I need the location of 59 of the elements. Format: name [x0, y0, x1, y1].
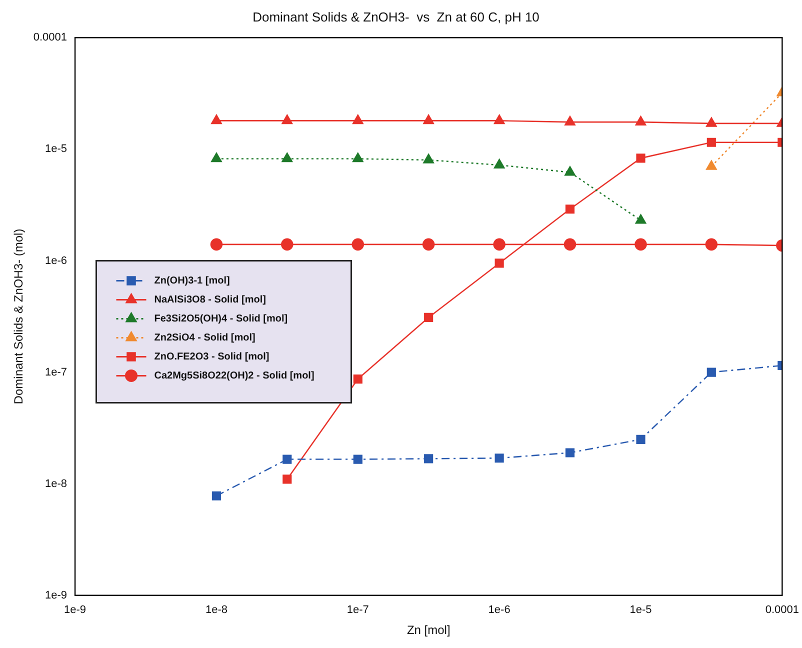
point	[565, 204, 575, 214]
point	[352, 152, 364, 162]
point	[706, 138, 716, 147]
point	[423, 114, 434, 124]
y-axis-title: Dominant Solids & ZnOH3- (mol)	[12, 228, 26, 404]
point	[564, 166, 576, 176]
legend-label: NaAlSi3O8 - Solid [mol]	[154, 294, 266, 306]
point	[635, 214, 646, 224]
chart-title: Dominant Solids & ZnOH3- vs Zn at 60 C, pH 10	[252, 9, 540, 24]
point	[353, 374, 362, 384]
point	[422, 238, 435, 251]
y-tick-label: 1e-6	[45, 254, 68, 267]
point	[494, 158, 505, 168]
x-tick-label: 1e-9	[64, 604, 86, 616]
point	[212, 491, 222, 500]
point	[565, 448, 575, 458]
legend-label: Zn(OH)3-1 [mol]	[154, 275, 230, 286]
y-tick-label: 1e-8	[45, 478, 68, 490]
point	[210, 238, 223, 251]
point	[211, 152, 222, 162]
point	[635, 116, 646, 126]
point	[352, 238, 364, 251]
point	[564, 238, 576, 251]
point	[493, 238, 506, 251]
point	[706, 368, 716, 377]
point	[494, 454, 504, 463]
legend-label: Zn2SiO4 - Solid [mol]	[154, 332, 256, 344]
point	[423, 154, 434, 164]
x-tick-label: 0.0001	[765, 604, 800, 616]
x-tick-label: 1e-7	[346, 604, 369, 616]
x-axis-title: Zn [mol]	[406, 623, 450, 638]
y-tick-label: 0.0001	[33, 32, 68, 44]
point	[634, 238, 647, 251]
point	[282, 114, 293, 124]
point	[494, 114, 505, 124]
point	[282, 152, 293, 162]
legend-label: Fe3Si2O5(OH)4 - Solid [mol]	[154, 313, 288, 324]
x-tick-label: 1e-6	[488, 604, 510, 616]
point	[705, 238, 718, 251]
point	[636, 434, 646, 444]
x-tick-label: 1e-8	[205, 604, 228, 616]
legend-label: Ca2Mg5Si8O22(OH)2 - Solid [mol]	[154, 370, 314, 382]
point	[424, 312, 434, 322]
point	[211, 114, 222, 124]
point	[564, 116, 576, 126]
point	[353, 454, 362, 464]
point	[282, 474, 292, 484]
legend-label: ZnO.FE2O3 - Solid [mol]	[154, 351, 270, 362]
y-tick-label: 1e-7	[45, 366, 68, 378]
point	[706, 117, 717, 127]
point	[280, 238, 294, 251]
point	[494, 258, 504, 268]
y-tick-label: 1e-5	[45, 143, 68, 156]
x-tick-label: 1e-5	[630, 604, 652, 616]
point	[636, 154, 646, 163]
y-tick-label: 1e-9	[45, 589, 68, 602]
point	[282, 454, 292, 464]
point	[352, 114, 364, 124]
point	[424, 454, 434, 464]
